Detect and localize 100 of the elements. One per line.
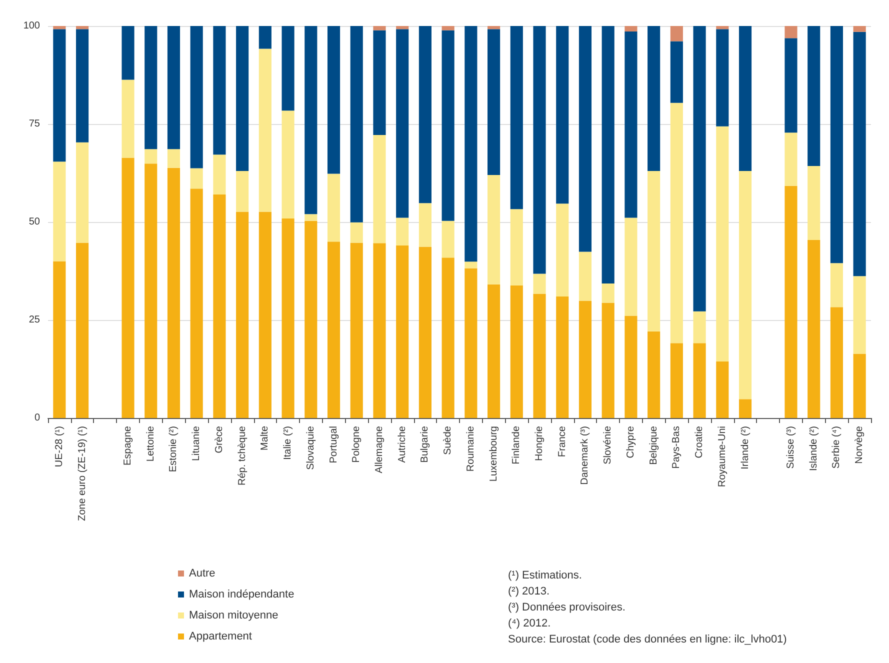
bar	[693, 343, 706, 418]
bar	[144, 149, 158, 164]
bar	[578, 300, 592, 418]
y-tick-label: 100	[23, 20, 40, 32]
bar	[602, 302, 614, 418]
x-tick-label: Chypre	[625, 426, 636, 458]
bar	[784, 186, 798, 418]
x-tick-label: Portugal	[328, 426, 340, 464]
bar	[213, 26, 226, 155]
bar	[853, 26, 866, 32]
bar	[556, 26, 569, 204]
bar	[213, 194, 226, 418]
x-tick-label: UE-28 (¹)	[54, 426, 65, 468]
bar	[556, 204, 569, 296]
bar	[350, 242, 363, 418]
bar	[578, 252, 592, 301]
bar	[488, 29, 500, 175]
bar	[373, 30, 386, 135]
bar	[784, 38, 798, 133]
bar	[738, 26, 752, 172]
x-tick-label: Irlande (²)	[740, 426, 751, 470]
bar	[236, 26, 249, 172]
text: (⁴) 2012.	[508, 618, 551, 630]
bar	[418, 203, 432, 247]
bar	[258, 212, 272, 418]
bar	[122, 80, 134, 158]
bar	[76, 142, 89, 243]
bar	[350, 26, 363, 222]
bar	[624, 26, 638, 32]
bar	[488, 284, 500, 418]
bar	[213, 154, 226, 195]
bar	[76, 29, 89, 142]
bar	[533, 294, 546, 418]
bar	[648, 171, 660, 332]
bar	[190, 188, 203, 418]
bar	[830, 263, 843, 308]
bar	[53, 261, 66, 418]
bar	[144, 26, 158, 150]
bar	[830, 307, 843, 418]
bar	[442, 30, 454, 221]
bar	[533, 26, 546, 274]
bar	[167, 168, 180, 418]
bar	[716, 126, 729, 362]
bar	[144, 164, 158, 418]
x-tick-label: Rép. tchèque	[236, 426, 248, 486]
bar	[784, 132, 798, 186]
bar	[716, 362, 729, 418]
x-tick-label: Pays-Bas	[671, 426, 682, 469]
bar	[327, 242, 340, 418]
bar	[304, 26, 318, 214]
bar	[488, 174, 500, 284]
x-tick-label: Allemagne	[374, 426, 385, 474]
bar	[396, 218, 409, 246]
bar	[853, 354, 866, 418]
source-note: Source: Eurostat (code des données en ligne: ilc_lvho01)	[508, 634, 787, 646]
bar	[350, 222, 363, 243]
x-tick-label: Belgique	[648, 426, 660, 465]
bar	[396, 26, 409, 30]
bar	[602, 284, 614, 303]
bar	[624, 316, 638, 418]
bar	[602, 26, 614, 284]
y-tick-label: 75	[28, 118, 40, 130]
bar	[464, 26, 478, 262]
bar	[190, 26, 203, 168]
bar	[53, 26, 66, 30]
bar	[304, 220, 318, 418]
bar	[282, 26, 294, 111]
text: (²) 2013.	[508, 586, 550, 598]
bar	[122, 26, 134, 80]
bar	[853, 276, 866, 354]
bar	[258, 48, 272, 212]
bar	[624, 31, 638, 218]
bar	[304, 214, 318, 221]
bar	[442, 258, 454, 418]
bar	[648, 26, 660, 172]
text: (¹) Estimations.	[508, 570, 582, 582]
bar	[853, 32, 866, 276]
bar	[236, 212, 249, 418]
bar	[693, 26, 706, 312]
bar	[282, 110, 294, 218]
x-tick-label: Hongrie	[534, 426, 546, 462]
bar	[670, 26, 683, 42]
bar	[648, 331, 660, 418]
x-tick-label: Slovaquie	[305, 426, 316, 470]
bar	[738, 171, 752, 400]
bar	[167, 149, 180, 168]
bar	[76, 26, 89, 30]
bar	[396, 246, 409, 418]
x-tick-label: France	[556, 426, 568, 458]
bar	[716, 29, 729, 126]
bar	[76, 242, 89, 418]
bar	[578, 26, 592, 252]
x-tick-label: Zone euro (ZE-19) (¹)	[76, 426, 88, 522]
bar	[808, 240, 820, 418]
bar	[282, 218, 294, 418]
bar	[442, 26, 454, 30]
bar	[464, 268, 478, 418]
x-tick-label: Norvège	[854, 426, 866, 464]
legend-label: Maison indépendante	[189, 588, 294, 600]
x-tick-label: Espagne	[122, 426, 134, 466]
